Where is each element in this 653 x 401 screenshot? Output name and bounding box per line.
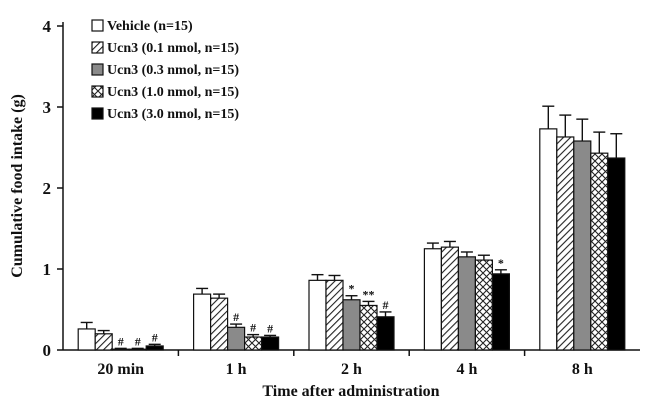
- bar: [211, 298, 228, 350]
- bar: [95, 334, 112, 350]
- bar: [441, 247, 458, 350]
- y-tick-label: 3: [43, 98, 52, 117]
- x-category-label: 8 h: [572, 361, 593, 378]
- legend: Vehicle (n=15) Ucn3 (0.1 nmol, n=15) Ucn3 …: [92, 19, 239, 122]
- significance-mark: #: [152, 330, 158, 344]
- bar: [492, 274, 509, 350]
- bar: [245, 337, 262, 350]
- bar: [262, 337, 279, 350]
- bar-series: [78, 129, 625, 350]
- bar: [458, 257, 475, 350]
- bar: [475, 260, 492, 350]
- legend-swatch: [92, 108, 103, 119]
- bar: [360, 305, 377, 350]
- significance-mark: #: [233, 310, 239, 324]
- bar: [326, 280, 343, 350]
- bar: [574, 141, 591, 350]
- bar: [228, 327, 245, 350]
- bar: [343, 300, 360, 350]
- bar: [608, 158, 625, 350]
- significance-mark: **: [363, 287, 375, 301]
- x-category-label: 4 h: [456, 361, 477, 378]
- bar: [557, 137, 574, 350]
- significance-mark: #: [267, 321, 273, 335]
- significance-mark: #: [383, 298, 389, 312]
- legend-swatch: [92, 42, 103, 53]
- legend-label: Ucn3 (0.1 nmol, n=15): [107, 41, 239, 56]
- bar: [309, 280, 326, 350]
- x-axis-ticks: 20 min 1 h 2 h 4 h 8 h: [97, 350, 592, 378]
- y-axis-title: Cumulative food intake (g): [9, 94, 26, 278]
- x-category-label: 1 h: [226, 361, 247, 378]
- legend-label: Vehicle (n=15): [107, 19, 193, 34]
- legend-label: Ucn3 (0.3 nmol, n=15): [107, 63, 239, 78]
- bar: [112, 349, 129, 350]
- legend-label: Ucn3 (3.0 nmol, n=15): [107, 107, 239, 122]
- y-tick-label: 2: [43, 179, 52, 198]
- bar: [78, 329, 95, 350]
- x-axis-title: Time after administration: [262, 383, 439, 400]
- bar: [146, 346, 163, 350]
- legend-label: Ucn3 (1.0 nmol, n=15): [107, 85, 239, 100]
- y-tick-label: 1: [43, 260, 52, 279]
- significance-mark: *: [349, 282, 355, 296]
- significance-mark: #: [118, 334, 124, 348]
- x-category-label: 2 h: [341, 361, 362, 378]
- bar: [424, 249, 441, 350]
- legend-swatch: [92, 86, 103, 97]
- x-category-label: 20 min: [97, 361, 144, 378]
- significance-mark: #: [135, 334, 141, 348]
- bar: [591, 153, 608, 350]
- y-tick-label: 4: [43, 17, 52, 36]
- bar: [129, 349, 146, 350]
- legend-swatch: [92, 20, 103, 31]
- y-tick-label: 0: [43, 341, 52, 360]
- bar: [194, 294, 211, 350]
- significance-mark: *: [498, 256, 504, 270]
- bar: [540, 129, 557, 350]
- legend-swatch: [92, 64, 103, 75]
- bar: [377, 317, 394, 350]
- significance-mark: #: [250, 321, 256, 335]
- y-axis-ticks: 0 1 2 3 4: [43, 17, 64, 360]
